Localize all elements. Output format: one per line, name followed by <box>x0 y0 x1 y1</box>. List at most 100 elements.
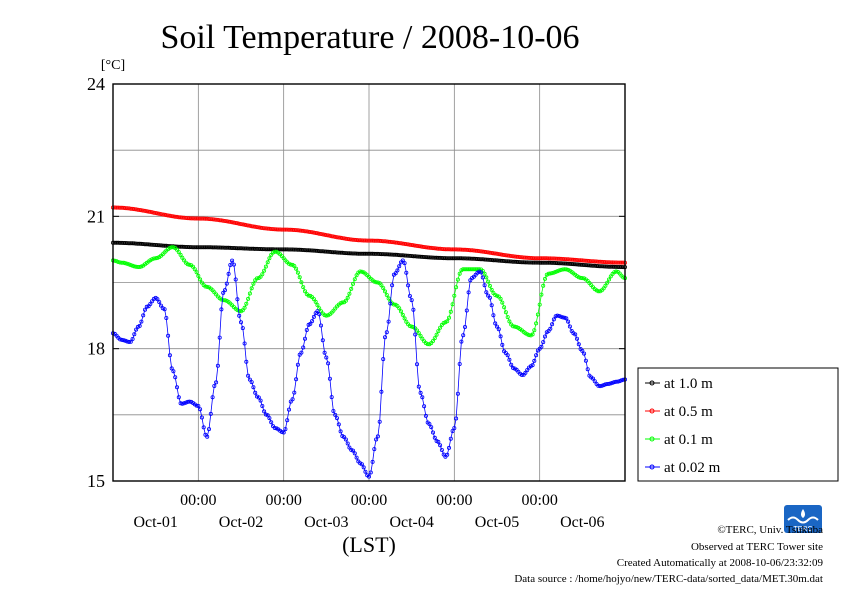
data-point <box>605 381 610 386</box>
data-point <box>247 377 252 382</box>
series-layer <box>111 205 628 479</box>
data-point <box>566 319 571 324</box>
data-point <box>246 296 251 301</box>
data-point <box>398 309 403 314</box>
data-point <box>612 380 617 385</box>
data-point <box>406 283 411 288</box>
data-point <box>523 370 528 375</box>
plot-frame <box>112 83 626 482</box>
data-point <box>148 301 153 306</box>
data-point <box>260 403 265 408</box>
data-point <box>222 298 227 303</box>
data-point <box>422 404 427 409</box>
data-point <box>127 206 132 211</box>
data-point <box>612 260 617 265</box>
data-point <box>596 383 601 388</box>
data-point <box>142 208 147 213</box>
data-point <box>596 259 601 264</box>
data-point <box>327 376 332 381</box>
data-point <box>340 300 345 305</box>
data-point <box>384 292 389 297</box>
data-point <box>251 246 256 251</box>
data-point <box>302 248 307 253</box>
data-point <box>409 298 414 303</box>
data-point <box>130 336 135 341</box>
data-point <box>206 216 211 221</box>
data-point <box>246 246 251 251</box>
data-point <box>294 247 299 252</box>
data-point <box>340 250 345 255</box>
data-point <box>603 264 608 269</box>
data-point <box>359 462 364 467</box>
x-tick-label: 00:00 <box>180 492 216 509</box>
data-point <box>217 335 222 340</box>
data-point <box>432 435 437 440</box>
data-point <box>487 295 492 300</box>
x-date-label: Oct-03 <box>304 514 348 531</box>
data-point <box>249 286 254 291</box>
data-point <box>446 247 451 252</box>
data-point <box>379 252 384 257</box>
data-point <box>382 335 387 340</box>
data-point <box>532 358 537 363</box>
data-point <box>262 409 267 414</box>
data-point <box>198 407 203 412</box>
data-point <box>311 230 316 235</box>
data-point <box>157 299 162 304</box>
data-point <box>231 262 236 267</box>
data-point <box>580 258 585 263</box>
data-point <box>454 247 459 252</box>
data-point <box>253 390 258 395</box>
data-point <box>158 212 163 217</box>
data-point <box>478 249 483 254</box>
data-point <box>146 209 151 214</box>
data-point <box>587 258 592 263</box>
data-point <box>614 379 619 384</box>
data-point <box>196 216 201 221</box>
data-point <box>457 271 462 276</box>
x-date-label: Oct-05 <box>475 514 519 531</box>
data-point <box>116 240 121 245</box>
data-point <box>393 271 398 276</box>
data-point <box>333 250 338 255</box>
data-point <box>198 277 203 282</box>
data-point <box>478 257 483 262</box>
data-point <box>406 253 411 258</box>
data-point <box>214 217 219 222</box>
data-point <box>180 255 185 260</box>
data-point <box>480 275 485 280</box>
data-point <box>582 351 587 356</box>
data-point <box>382 252 387 257</box>
data-point <box>187 245 192 250</box>
data-point <box>222 218 227 223</box>
data-point <box>555 313 560 318</box>
legend-label: at 0.02 m <box>664 460 721 476</box>
data-point <box>395 252 400 257</box>
data-point <box>550 260 555 265</box>
legend-marker <box>649 380 655 386</box>
data-point <box>427 255 432 260</box>
data-point <box>491 258 496 263</box>
data-point <box>445 319 450 324</box>
legend-label: at 1.0 m <box>664 376 713 392</box>
data-point <box>166 333 171 338</box>
data-point <box>187 399 192 404</box>
data-point <box>356 251 361 256</box>
data-point <box>459 339 464 344</box>
data-point <box>315 248 320 253</box>
data-point <box>301 228 306 233</box>
data-point <box>196 403 201 408</box>
data-point <box>290 397 295 402</box>
data-point <box>493 321 498 326</box>
data-point <box>404 242 409 247</box>
data-point <box>414 328 419 333</box>
data-point <box>329 395 334 400</box>
data-point <box>607 381 612 386</box>
data-point <box>246 223 251 228</box>
data-point <box>386 296 391 301</box>
data-point <box>134 264 139 269</box>
data-point <box>523 260 528 265</box>
data-point <box>281 430 286 435</box>
data-point <box>221 298 226 303</box>
data-point <box>127 339 132 344</box>
